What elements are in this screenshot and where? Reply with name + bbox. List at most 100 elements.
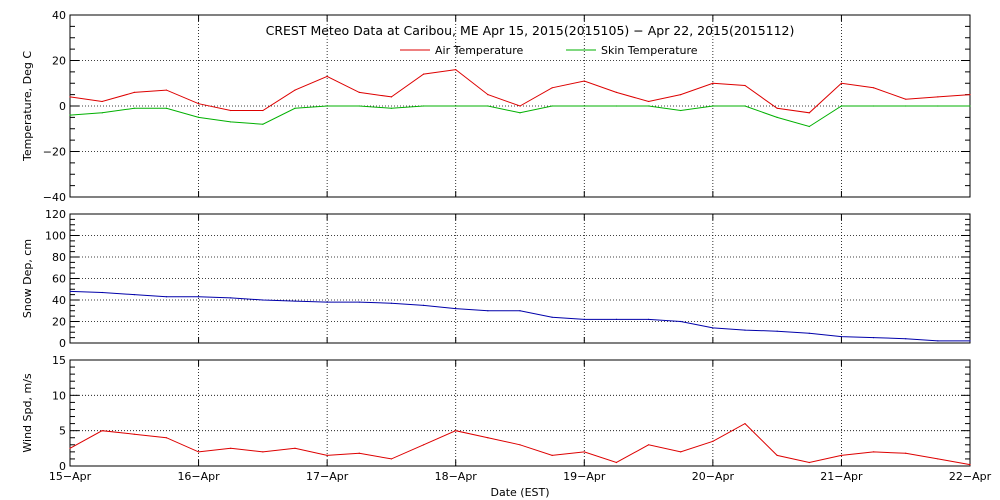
- data-point: [197, 451, 200, 453]
- y-tick-label: 40: [52, 9, 66, 22]
- data-point: [390, 302, 393, 304]
- data-point: [230, 297, 232, 299]
- legend-label-1: Air Temperature: [435, 44, 524, 57]
- data-point: [326, 301, 328, 303]
- x-axis-label: Date (EST): [490, 486, 549, 499]
- y-tick-label: 20: [52, 55, 66, 68]
- data-point: [937, 96, 939, 98]
- y-tick-label: 0: [59, 100, 66, 113]
- data-point: [326, 75, 328, 78]
- data-point: [294, 300, 296, 302]
- data-point: [101, 112, 103, 114]
- data-point: [101, 291, 103, 294]
- data-point: [294, 447, 296, 449]
- data-point: [647, 444, 650, 446]
- y-axis-label: Temperature, Deg C: [21, 51, 34, 162]
- panel-2: 120 100 80 60 40 20 0 Snow Dep, cm: [21, 208, 971, 350]
- plot-frame: [69, 213, 971, 344]
- y-tick-label: 15: [52, 354, 66, 367]
- data-point: [712, 440, 714, 442]
- y-tick-label: 0: [59, 460, 66, 473]
- data-point: [455, 430, 457, 432]
- data-point: [840, 454, 843, 456]
- data-point: [615, 105, 618, 107]
- data-point: [872, 337, 875, 339]
- data-point: [69, 447, 71, 449]
- data-point: [583, 80, 585, 82]
- chart-title: CREST Meteo Data at Caribou, ME Apr 15, …: [266, 23, 795, 38]
- x-tick-label: 20−Apr: [692, 470, 735, 483]
- data-point: [422, 304, 425, 306]
- legend: Air Temperature Skin Temperature: [400, 44, 698, 57]
- data-point: [69, 114, 71, 116]
- x-tick-label: 17−Apr: [306, 470, 349, 483]
- data-point: [262, 299, 264, 301]
- data-point: [744, 84, 746, 87]
- data-point: [390, 96, 393, 98]
- data-point: [808, 125, 810, 128]
- data-point: [647, 318, 650, 320]
- data-point: [712, 327, 714, 329]
- x-tick-label: 22−Apr: [949, 470, 992, 483]
- panel-1: 40 20 0 −20 −40 Temperature, Deg C Air Tempera…: [21, 9, 971, 204]
- data-point: [872, 87, 875, 89]
- data-point: [551, 316, 553, 318]
- data-point: [455, 69, 457, 71]
- data-point: [230, 121, 232, 123]
- data-point: [69, 96, 71, 98]
- x-tick-label: 15−Apr: [49, 470, 92, 483]
- data-point: [872, 105, 875, 107]
- data-point: [519, 444, 521, 446]
- data-point: [422, 73, 425, 75]
- data-point: [390, 107, 393, 109]
- series-line-2-1: [69, 290, 970, 342]
- y-tick-label: 100: [45, 230, 66, 243]
- data-point: [615, 91, 618, 93]
- data-point: [551, 105, 553, 107]
- data-point: [680, 94, 682, 96]
- y-axis-label: Snow Dep, cm: [21, 239, 34, 318]
- y-tick-label: −40: [43, 191, 66, 204]
- data-point: [133, 91, 135, 93]
- data-point: [455, 105, 457, 107]
- data-point: [358, 105, 360, 107]
- data-point: [905, 98, 907, 100]
- data-point: [133, 294, 135, 296]
- data-point: [712, 105, 714, 107]
- data-point: [776, 107, 778, 109]
- series-line-1-2: [69, 105, 970, 128]
- data-point: [519, 112, 521, 114]
- data-point: [615, 318, 618, 320]
- data-point: [519, 310, 521, 312]
- data-point: [712, 82, 714, 84]
- data-point: [808, 112, 810, 114]
- y-tick-label: 0: [59, 337, 66, 350]
- data-point: [776, 330, 778, 332]
- data-point: [776, 454, 778, 456]
- data-point: [165, 107, 168, 109]
- data-point: [262, 123, 264, 125]
- data-point: [808, 461, 810, 464]
- data-point: [165, 89, 168, 91]
- x-tick-label: 18−Apr: [435, 470, 478, 483]
- data-point: [840, 82, 843, 84]
- data-point: [165, 437, 168, 439]
- y-tick-label: −20: [43, 146, 66, 159]
- data-point: [422, 444, 425, 446]
- data-point: [969, 463, 971, 466]
- data-point: [905, 452, 907, 454]
- data-point: [808, 332, 810, 334]
- series-line-3-1: [69, 422, 971, 466]
- data-point: [840, 105, 843, 107]
- data-point: [487, 94, 489, 96]
- y-tick-label: 80: [52, 251, 66, 264]
- data-point: [262, 451, 264, 453]
- data-point: [840, 335, 843, 338]
- data-point: [101, 100, 103, 103]
- data-point: [583, 105, 585, 107]
- data-point: [680, 109, 682, 112]
- data-point: [358, 91, 360, 93]
- data-point: [230, 109, 232, 112]
- data-point: [647, 105, 650, 107]
